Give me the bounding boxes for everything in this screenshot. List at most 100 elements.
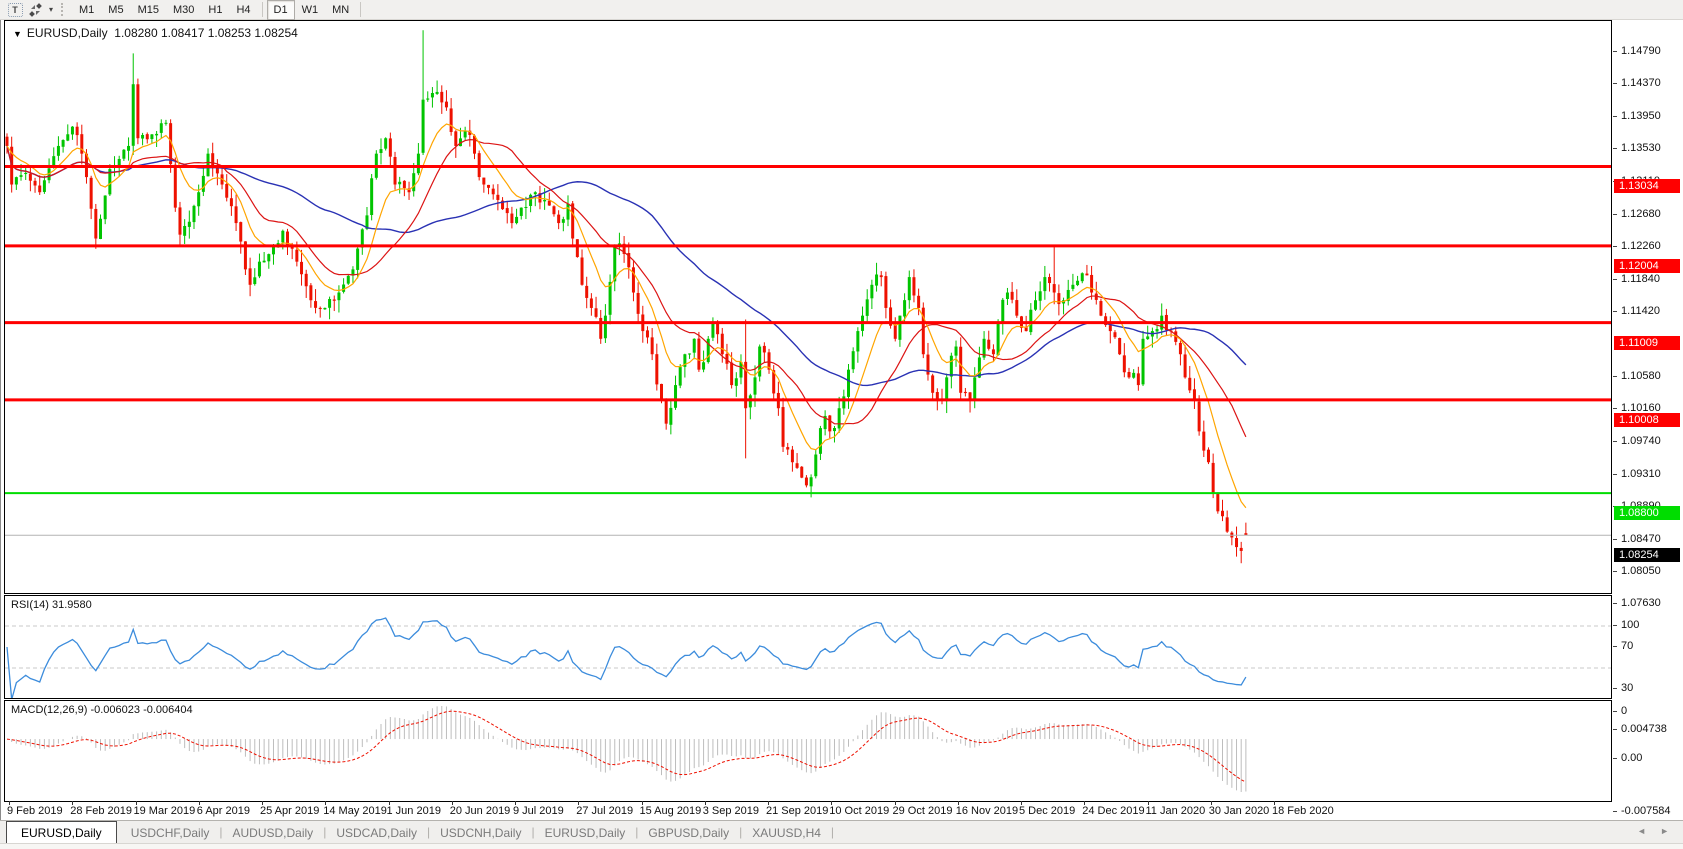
price-tick-label: 1.07630 bbox=[1613, 596, 1683, 610]
timeframe-button-w1[interactable]: W1 bbox=[301, 3, 319, 16]
chart-tab-gbpusd-daily[interactable]: GBPUSD,Daily bbox=[648, 826, 730, 840]
price-tick-label: 1.11420 bbox=[1613, 304, 1683, 318]
date-tick bbox=[388, 801, 390, 805]
ma-fast-line bbox=[6, 123, 1247, 509]
date-tick bbox=[72, 801, 74, 805]
chart-tab-eurusd-daily[interactable]: EURUSD,Daily bbox=[544, 826, 626, 840]
timeframe-button-d1[interactable]: D1 bbox=[266, 0, 295, 20]
date-tick-label: 11 Jan 2020 bbox=[1145, 805, 1206, 817]
date-tick-label: 5 Dec 2019 bbox=[1019, 805, 1076, 817]
macd-tick-label: 0.004738 bbox=[1613, 722, 1683, 736]
toolbar-separator bbox=[360, 2, 362, 17]
tab-scroll-right-icon[interactable]: ► bbox=[1660, 826, 1669, 836]
macd-panel[interactable]: MACD(12,26,9) -0.006023 -0.006404 bbox=[4, 700, 1612, 802]
date-tick-label: 20 Jun 2019 bbox=[449, 805, 511, 817]
timeframe-button-m5[interactable]: M5 bbox=[108, 3, 124, 16]
rsi-line bbox=[6, 617, 1247, 698]
date-tick bbox=[451, 801, 453, 805]
arrange-charts-icon bbox=[28, 2, 42, 17]
chart-tab-usdcnh-daily[interactable]: USDCNH,Daily bbox=[440, 826, 522, 840]
tab-separator: | bbox=[531, 825, 535, 839]
timeframe-button-m1[interactable]: M1 bbox=[79, 3, 95, 16]
hline-price-label: 1.10008 bbox=[1614, 412, 1680, 427]
chart-tab-usdchf-daily[interactable]: USDCHF,Daily bbox=[130, 826, 210, 840]
date-tick-label: 14 May 2019 bbox=[323, 805, 387, 817]
date-tick bbox=[1147, 801, 1149, 805]
macd-canvas[interactable] bbox=[5, 701, 1611, 801]
rsi-panel[interactable]: RSI(14) 31.9580 bbox=[4, 595, 1612, 699]
chart-tab-audusd-daily[interactable]: AUDUSD,Daily bbox=[232, 826, 314, 840]
tab-separator: | bbox=[323, 825, 327, 839]
price-axis[interactable]: 1.147901.143701.139501.135301.131101.126… bbox=[1613, 20, 1683, 820]
price-tick-label: 1.12260 bbox=[1613, 239, 1683, 253]
date-tick bbox=[894, 801, 896, 805]
price-tick-label: 1.09740 bbox=[1613, 434, 1683, 448]
chart-title-dropdown-icon[interactable]: ▼ bbox=[13, 29, 22, 39]
date-tick-label: 10 Oct 2019 bbox=[829, 805, 890, 817]
date-tick-label: 24 Dec 2019 bbox=[1082, 805, 1145, 817]
ma-mid-line bbox=[6, 139, 1247, 438]
hline-price-label: 1.08800 bbox=[1614, 506, 1680, 521]
macd-signal-line bbox=[6, 710, 1247, 783]
toolbar: T ▾ M1 M5 M15 M30 H1 H4 D1 W1 MN bbox=[0, 0, 1683, 20]
date-tick bbox=[704, 801, 706, 805]
timeframe-button-h4[interactable]: H4 bbox=[236, 3, 251, 16]
date-tick-label: 15 Aug 2019 bbox=[639, 805, 702, 817]
date-tick bbox=[1084, 801, 1086, 805]
date-tick bbox=[262, 801, 263, 805]
date-tick-label: 25 Apr 2019 bbox=[260, 805, 320, 817]
price-tick-label: 1.14370 bbox=[1613, 76, 1683, 90]
date-tick bbox=[515, 801, 516, 805]
toolbar-grip-handle[interactable] bbox=[61, 3, 65, 16]
rsi-label: RSI(14) 31.9580 bbox=[11, 599, 92, 611]
price-tick-label: 1.13530 bbox=[1613, 141, 1683, 155]
date-tick bbox=[957, 801, 959, 805]
macd-label: MACD(12,26,9) -0.006023 -0.006404 bbox=[11, 704, 193, 716]
toolbar-separator bbox=[261, 2, 263, 17]
date-tick-label: 1 Jun 2019 bbox=[386, 805, 441, 817]
date-tick-label: 19 Mar 2019 bbox=[133, 805, 196, 817]
date-tick-label: 21 Sep 2019 bbox=[766, 805, 829, 817]
date-tick-label: 27 Jul 2019 bbox=[576, 805, 634, 817]
price-tick-label: 1.10160 bbox=[1613, 401, 1683, 415]
price-tick-label: 1.12680 bbox=[1613, 207, 1683, 221]
chart-title-symbol: EURUSD,Daily bbox=[26, 26, 108, 40]
timeframe-button-m30[interactable]: M30 bbox=[172, 3, 195, 16]
chart-tab-usdcad-daily[interactable]: USDCAD,Daily bbox=[336, 826, 417, 840]
rsi-tick-label: 100 bbox=[1613, 618, 1683, 632]
date-tick-label: 6 Apr 2019 bbox=[196, 805, 250, 817]
timeframe-button-mn[interactable]: MN bbox=[332, 3, 350, 16]
date-tick-label: 9 Feb 2019 bbox=[7, 805, 63, 817]
timeframe-button-h1[interactable]: H1 bbox=[208, 3, 223, 16]
chevron-down-icon[interactable]: ▾ bbox=[49, 5, 54, 14]
macd-tick-label: -0.007584 bbox=[1613, 804, 1683, 818]
rsi-canvas[interactable] bbox=[5, 596, 1611, 698]
rsi-tick-label: 70 bbox=[1613, 639, 1683, 653]
text-label-tool-button[interactable]: T bbox=[6, 2, 24, 18]
chart-tab-eurusd-daily[interactable]: EURUSD,Daily bbox=[6, 821, 117, 843]
hline-price-label: 1.12004 bbox=[1614, 258, 1680, 273]
date-tick-label: 18 Feb 2020 bbox=[1272, 805, 1334, 817]
date-axis[interactable]: 9 Feb 2019 28 Feb 2019 19 Mar 2019 6 Apr 20… bbox=[4, 801, 1612, 820]
date-tick bbox=[198, 801, 200, 805]
price-tick-label: 1.13950 bbox=[1613, 109, 1683, 123]
timeframe-button-m15[interactable]: M15 bbox=[137, 3, 159, 16]
current-price-label: 1.08254 bbox=[1614, 548, 1680, 563]
tab-separator: | bbox=[427, 825, 431, 839]
ma-slow-line bbox=[6, 145, 1247, 387]
price-tick-label: 1.09310 bbox=[1613, 467, 1683, 481]
date-tick-label: 9 Jul 2019 bbox=[513, 805, 564, 817]
tab-separator: | bbox=[739, 825, 743, 839]
main-chart-panel[interactable]: ▼ EURUSD,Daily 1.08280 1.08417 1.08253 1.… bbox=[4, 20, 1612, 594]
tab-scroll-left-icon[interactable]: ◄ bbox=[1637, 826, 1647, 836]
arrange-charts-button[interactable] bbox=[26, 2, 44, 18]
chart-tab-xauusd-h4[interactable]: XAUUSD,H4 bbox=[752, 826, 821, 840]
price-tick-label: 1.14790 bbox=[1613, 44, 1683, 58]
main-chart-canvas[interactable] bbox=[5, 21, 1611, 593]
chart-window: ▼ EURUSD,Daily 1.08280 1.08417 1.08253 1.… bbox=[0, 20, 1683, 820]
status-strip bbox=[0, 843, 1683, 849]
price-tick-label: 1.08470 bbox=[1613, 532, 1683, 546]
date-tick-label: 16 Nov 2019 bbox=[955, 805, 1019, 817]
date-tick bbox=[1021, 801, 1022, 805]
